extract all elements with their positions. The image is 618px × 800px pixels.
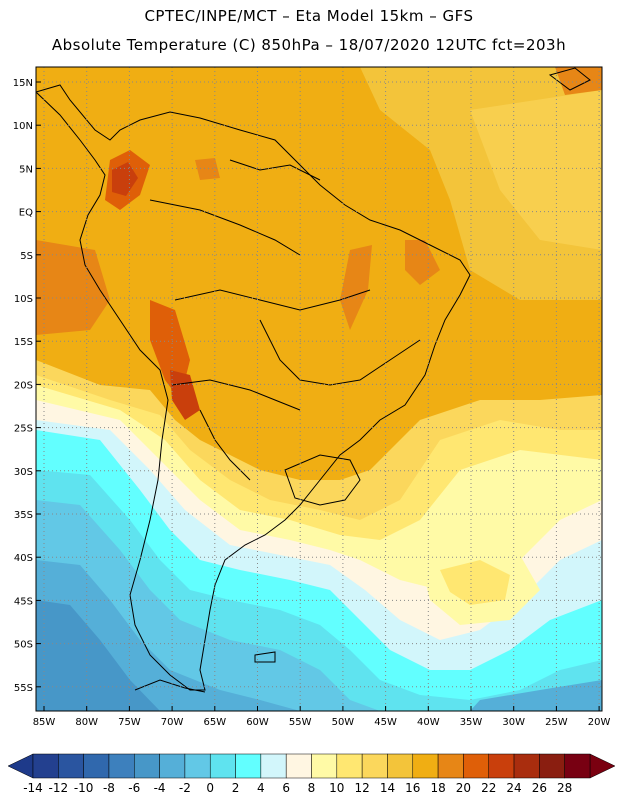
- lat-tick-label: 35S: [14, 510, 33, 521]
- colorbar-labels: -14 -12 -10 -8 -6 -4 -2 0 2 4 6 8 10 12 14 16 18 20 22 24 26…: [23, 781, 572, 795]
- colorbar-swatch: [83, 753, 110, 779]
- lon-tick-label: 40W: [417, 717, 440, 728]
- colorbar-tick-label: -12: [49, 781, 69, 795]
- colorbar-tick-label: -14: [23, 781, 43, 795]
- colorbar-tick-label: 10: [329, 781, 344, 795]
- chart-title-line-2: Absolute Temperature (C) 850hPa – 18/07/…: [51, 36, 567, 54]
- colorbar-swatch: [285, 753, 312, 779]
- colorbar-swatch: [108, 753, 135, 779]
- colorbar-swatch: [437, 753, 464, 779]
- lat-tick-label: 15S: [14, 337, 33, 348]
- lat-tick-label: 10N: [13, 121, 33, 132]
- map-frame: [35, 66, 603, 712]
- lat-tick-label: 10S: [14, 294, 33, 305]
- lat-tick-label: 5S: [20, 251, 33, 262]
- colorbar-tick-label: -6: [128, 781, 140, 795]
- colorbar-swatch: [488, 753, 515, 779]
- colorbar-tick-label: 6: [282, 781, 290, 795]
- colorbar-swatch: [32, 753, 59, 779]
- lat-tick-label: 55S: [14, 683, 33, 694]
- graticule: [36, 67, 602, 711]
- lon-tick-label: 35W: [460, 717, 483, 728]
- lat-tick-label: 50S: [14, 640, 33, 651]
- colorbar-tick-label: 8: [308, 781, 316, 795]
- longitude-axis: 85W 80W 75W 70W 65W 60W 55W 50W 45W 40W 35W 30W 25W 2…: [33, 706, 611, 728]
- lat-tick-label: 25S: [14, 424, 33, 435]
- colorbar-over-arrow: [589, 753, 616, 779]
- colorbar-tick-label: 18: [430, 781, 445, 795]
- lat-tick-label: 5N: [19, 164, 33, 175]
- colorbar-swatch: [134, 753, 160, 779]
- lon-tick-label: 30W: [502, 717, 525, 728]
- colorbar-tick-label: 0: [206, 781, 214, 795]
- lat-tick-label: 30S: [14, 467, 33, 478]
- colorbar-tick-label: 24: [506, 781, 521, 795]
- lon-tick-label: 70W: [161, 717, 184, 728]
- temperature-field: [36, 67, 602, 711]
- colorbar-tick-label: 28: [557, 781, 572, 795]
- colorbar-swatch: [513, 753, 540, 779]
- chart-title-line-1: CPTEC/INPE/MCT – Eta Model 15km – GFS: [144, 7, 474, 25]
- colorbar-tick-label: 14: [380, 781, 395, 795]
- colorbar-tick-label: 26: [532, 781, 547, 795]
- colorbar-swatch: [412, 753, 439, 779]
- colorbar-swatch: [387, 753, 414, 779]
- colorbar-tick-label: -2: [179, 781, 191, 795]
- colorbar-tick-label: 16: [405, 781, 420, 795]
- colorbar-swatch: [209, 753, 236, 779]
- colorbar-tick-label: -8: [103, 781, 115, 795]
- colorbar-swatch: [58, 753, 84, 779]
- colorbar-swatch: [260, 753, 287, 779]
- latitude-axis: 15N 10N 5N EQ 5S 10S 15S 20S 25S 30S 35S 40S 45S 50S 5…: [13, 78, 41, 694]
- colorbar-tick-label: -10: [74, 781, 94, 795]
- lon-tick-label: 50W: [332, 717, 355, 728]
- lon-tick-label: 80W: [75, 717, 98, 728]
- colorbar: [7, 753, 616, 779]
- colorbar-swatch: [361, 753, 388, 779]
- colorbar-swatch: [311, 753, 338, 779]
- colorbar-swatch: [539, 753, 565, 779]
- colorbar-swatch: [336, 753, 363, 779]
- lon-tick-label: 45W: [374, 717, 397, 728]
- lat-tick-label: 45S: [14, 596, 33, 607]
- colorbar-tick-label: 12: [354, 781, 369, 795]
- colorbar-tick-label: 4: [257, 781, 265, 795]
- colorbar-swatch: [184, 753, 211, 779]
- lon-tick-label: 65W: [203, 717, 226, 728]
- lon-tick-label: 25W: [545, 717, 568, 728]
- colorbar-swatch: [159, 753, 186, 779]
- colorbar-swatch: [463, 753, 489, 779]
- lon-tick-label: 20W: [588, 717, 611, 728]
- colorbar-tick-label: -4: [154, 781, 166, 795]
- lon-tick-label: 75W: [118, 717, 141, 728]
- lat-tick-label: 15N: [13, 78, 33, 89]
- colorbar-under-arrow: [7, 753, 34, 779]
- colorbar-tick-label: 22: [481, 781, 496, 795]
- lat-tick-label: EQ: [19, 208, 33, 219]
- colorbar-swatch: [235, 753, 262, 779]
- lat-tick-label: 20S: [14, 380, 33, 391]
- lon-tick-label: 60W: [246, 717, 269, 728]
- lon-tick-label: 85W: [33, 717, 56, 728]
- colorbar-tick-label: 20: [456, 781, 471, 795]
- lon-tick-label: 55W: [289, 717, 312, 728]
- colorbar-swatch: [564, 753, 591, 779]
- lat-tick-label: 40S: [14, 553, 33, 564]
- colorbar-tick-label: 2: [232, 781, 240, 795]
